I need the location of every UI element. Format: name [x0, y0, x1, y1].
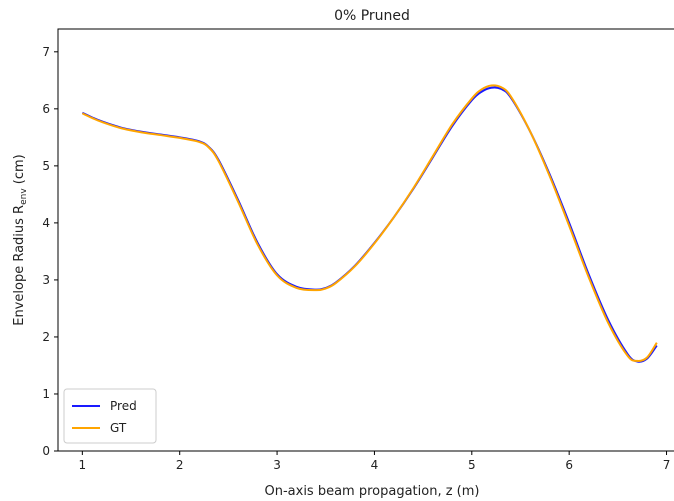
y-axis-label-unit: (cm) — [12, 154, 27, 188]
y-tick-label: 7 — [42, 45, 50, 59]
legend-label-gt: GT — [110, 421, 127, 435]
x-tick-label: 1 — [79, 458, 87, 472]
x-tick-label: 4 — [371, 458, 379, 472]
x-axis-label: On-axis beam propagation, z (m) — [265, 484, 480, 499]
series-line-pred — [81, 86, 658, 363]
y-tick-label: 4 — [42, 216, 50, 230]
x-tick-label: 6 — [565, 458, 573, 472]
series-line-gt — [81, 84, 658, 362]
chart-title: 0% Pruned — [334, 8, 410, 24]
legend-label-pred: Pred — [110, 399, 137, 413]
y-axis: 0 1 2 3 4 5 6 7 — [42, 45, 58, 458]
plot-frame — [57, 28, 674, 452]
y-tick-label: 2 — [42, 330, 50, 344]
series-layer — [81, 84, 658, 363]
y-tick-label: 1 — [42, 387, 50, 401]
y-tick-label: 0 — [42, 444, 50, 458]
x-axis: 1 2 3 4 5 6 7 — [79, 451, 671, 472]
y-axis-label-subscript: env — [19, 188, 29, 205]
y-axis-label: Envelope Radius Renv (cm) — [12, 154, 29, 326]
y-axis-label-main: Envelope Radius R — [12, 205, 27, 326]
x-tick-label: 5 — [468, 458, 476, 472]
x-tick-label: 3 — [273, 458, 281, 472]
y-tick-label: 3 — [42, 273, 50, 287]
y-tick-label: 6 — [42, 102, 50, 116]
legend-box — [63, 388, 157, 444]
x-tick-label: 7 — [663, 458, 671, 472]
y-tick-label: 5 — [42, 159, 50, 173]
legend: Pred GT — [63, 388, 157, 444]
x-tick-label: 2 — [176, 458, 184, 472]
